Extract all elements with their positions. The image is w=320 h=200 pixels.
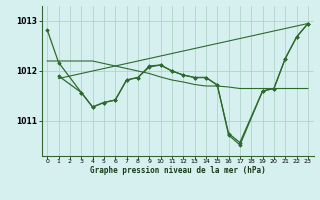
X-axis label: Graphe pression niveau de la mer (hPa): Graphe pression niveau de la mer (hPa) (90, 166, 266, 175)
